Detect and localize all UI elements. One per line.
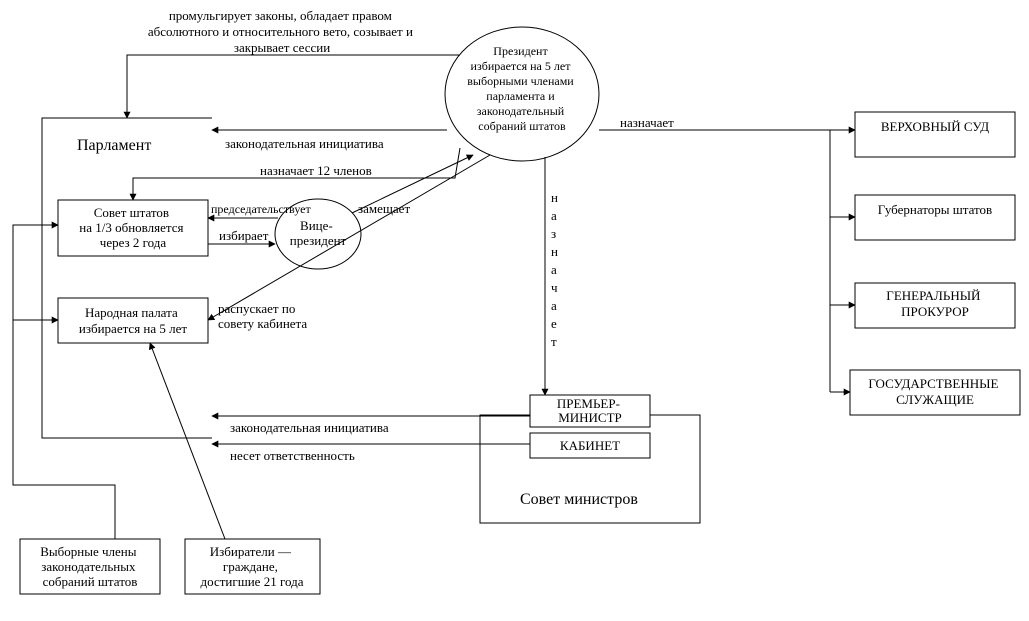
svg-text:ВЕРХОВНЫЙ СУД: ВЕРХОВНЫЙ СУД (881, 119, 989, 134)
label-appoints12: назначает 12 членов (260, 163, 372, 178)
pm-node: ПРЕМЬЕР- МИНИСТР (530, 395, 650, 427)
label-appoints-vert: н а з н а ч а е т (551, 190, 558, 349)
council-ministers-node: Совет министров (480, 415, 700, 523)
label-responsible: несет ответственность (230, 448, 355, 463)
label-leg-init2: законодательная инициатива (230, 420, 389, 435)
attorney-general-node: ГЕНЕРАЛЬНЫЙ ПРОКУРОР (855, 283, 1015, 328)
svg-text:а: а (551, 208, 557, 223)
parliament-title: Парламент (77, 137, 151, 154)
svg-text:н: н (551, 190, 558, 205)
voters-node: Избиратели — граждане, достигшие 21 года (185, 539, 320, 594)
label-appoints-right: назначает (620, 115, 674, 130)
svg-text:Выборные члены законодат: Выборные члены законодательных собраний … (40, 544, 139, 589)
svg-text:а: а (551, 262, 557, 277)
label-leg-init1: законодательная инициатива (225, 136, 384, 151)
svg-text:т: т (551, 334, 557, 349)
label-elects: избирает (219, 228, 269, 243)
svg-text:з: з (551, 226, 556, 241)
president-node: Президент избирается на 5 лет выборными … (445, 27, 599, 161)
edge-legmembers-council (13, 225, 115, 539)
label-dissolves: распускает по совету кабинета (218, 301, 307, 331)
label-replaces: замещает (358, 201, 410, 216)
svg-text:н: н (551, 244, 558, 259)
svg-text:Народная палата избирает: Народная палата избирается на 5 лет (79, 305, 188, 336)
svg-text:е: е (551, 316, 557, 331)
edge-appoints-right-main (599, 130, 830, 392)
governors-node: Губернаторы штатов (855, 195, 1015, 240)
svg-text:Совет министров: Совет министров (520, 491, 638, 508)
label-promulgates: промульгирует законы, обладает правом аб… (148, 8, 416, 55)
civil-servants-node: ГОСУДАРСТВЕННЫЕ СЛУЖАЩИЕ (850, 370, 1020, 415)
label-presides: председательствует (211, 202, 311, 216)
cabinet-node: КАБИНЕТ (530, 433, 650, 458)
council-states-node: Совет штатов на 1/3 обновляется через 2 … (58, 200, 208, 256)
legislative-members-node: Выборные члены законодательных собраний … (20, 539, 160, 594)
svg-text:КАБИНЕТ: КАБИНЕТ (560, 438, 620, 453)
parliament-box: Парламент (42, 118, 212, 438)
edge-voters-people (150, 343, 225, 539)
supreme-court-node: ВЕРХОВНЫЙ СУД (855, 112, 1015, 157)
edge-president-parliament-top (127, 55, 460, 118)
people-chamber-node: Народная палата избирается на 5 лет (58, 298, 208, 343)
svg-text:Губернаторы штатов: Губернаторы штатов (878, 202, 992, 217)
svg-text:ПРЕМЬЕР- МИНИСТР: ПРЕМЬЕР- МИНИСТР (557, 396, 623, 425)
svg-text:ч: ч (551, 280, 558, 295)
svg-text:а: а (551, 298, 557, 313)
